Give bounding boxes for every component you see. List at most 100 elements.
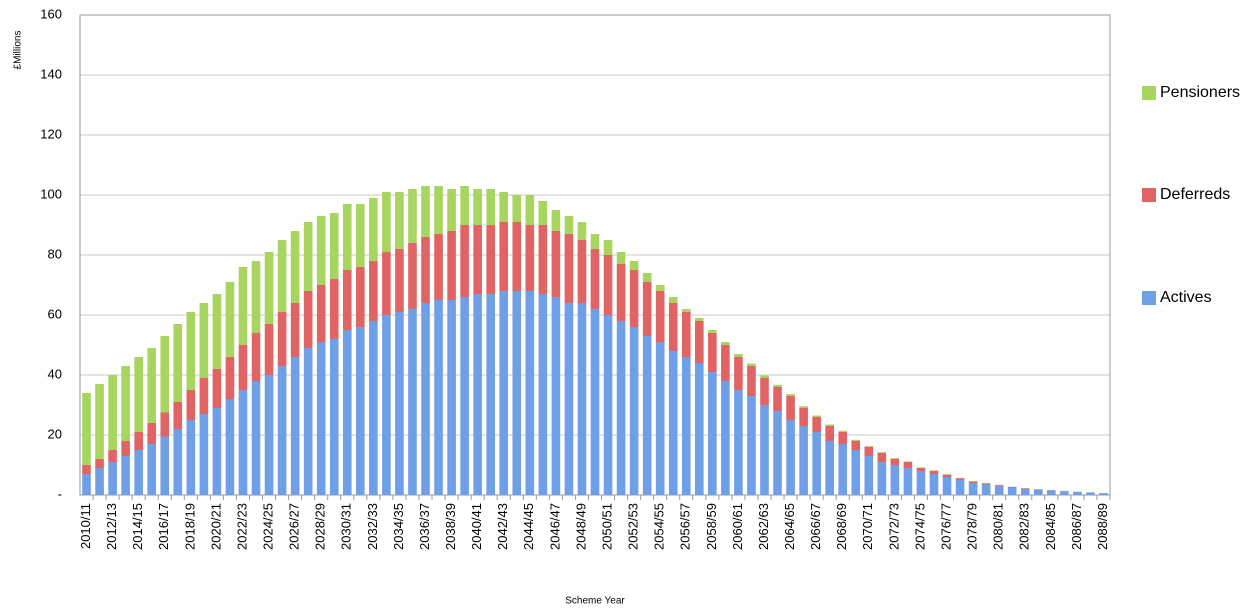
bar-segment: [82, 474, 91, 495]
x-tick-label: 2040/41: [469, 503, 484, 550]
bar-segment: [199, 303, 209, 378]
legend-swatch: [1142, 188, 1156, 202]
x-tick-label: 2080/81: [991, 503, 1006, 550]
bar-segment: [681, 312, 691, 357]
bar-segment: [486, 294, 495, 495]
bar-segment: [590, 234, 600, 249]
bar-segment: [916, 468, 926, 471]
bar-segment: [603, 255, 613, 315]
bar-segment: [681, 357, 691, 495]
bar-segment: [447, 231, 456, 300]
x-tick-label: 2024/25: [260, 503, 275, 550]
bar-segment: [251, 261, 261, 333]
bar-segment: [147, 348, 157, 423]
x-tick-label: 2086/87: [1069, 503, 1084, 550]
bar-segment: [695, 363, 704, 495]
x-tick-label: 2018/19: [182, 503, 197, 550]
bar-segment: [681, 309, 691, 312]
bar-segment: [760, 405, 769, 495]
bar-segment: [760, 375, 769, 378]
legend-label: Deferreds: [1160, 186, 1230, 203]
bar-segment: [1047, 490, 1056, 495]
bar-segment: [616, 321, 626, 495]
bar-segment: [760, 378, 769, 405]
bar-segment: [851, 439, 861, 441]
bar-segment: [773, 411, 782, 495]
bar-segment: [812, 417, 821, 432]
bar-segment: [825, 426, 834, 441]
x-tick-label: 2066/67: [808, 503, 823, 550]
bar-segment: [395, 249, 404, 312]
bar-segment: [668, 303, 678, 351]
legend-swatch: [1142, 86, 1156, 100]
bar-segment: [538, 201, 548, 225]
bar-segment: [655, 342, 665, 495]
bar-segment: [303, 222, 313, 291]
bar-segment: [812, 432, 821, 495]
y-tick-label: 160: [40, 6, 62, 21]
bar-segment: [121, 366, 130, 441]
bar-segment: [564, 234, 574, 303]
bar-segment: [929, 470, 939, 471]
bar-segment: [721, 342, 730, 345]
bar-segment: [734, 390, 743, 495]
bar-segment: [382, 192, 391, 252]
bar-segment: [342, 204, 352, 270]
bar-segment: [95, 384, 104, 459]
bar-segment: [108, 450, 117, 462]
bar-segment: [942, 477, 952, 495]
bar-segment: [538, 225, 548, 294]
bar-segment: [786, 420, 795, 495]
bar-segment: [356, 267, 365, 327]
bar-segment: [994, 486, 1004, 495]
bar-segment: [890, 459, 900, 465]
bar-segment: [486, 225, 495, 294]
bar-segment: [160, 412, 170, 437]
bar-segment: [564, 216, 574, 234]
bar-segment: [968, 481, 978, 483]
x-axis-label: Scheme Year: [565, 596, 625, 607]
y-tick-label: 60: [48, 306, 62, 321]
x-tick-label: 2048/49: [573, 503, 588, 550]
bar-segment: [786, 396, 795, 420]
bar-segment: [434, 186, 443, 234]
bar-segment: [408, 189, 417, 243]
bar-segment: [864, 456, 874, 495]
bar-segment: [303, 348, 313, 495]
bar-segment: [82, 393, 91, 465]
y-axis-label: £Millions: [13, 31, 24, 70]
bar-segment: [747, 363, 756, 366]
bar-segment: [186, 420, 196, 495]
bar-segment: [147, 444, 157, 495]
bar-segment: [277, 312, 287, 366]
x-tick-label: 2072/73: [886, 503, 901, 550]
bar-segment: [851, 450, 861, 495]
bar-segment: [525, 225, 535, 291]
bar-segment: [838, 430, 848, 432]
bar-segment: [551, 297, 561, 495]
x-tick-label: 2058/59: [704, 503, 719, 550]
x-tick-label: 2012/13: [104, 503, 119, 550]
bar-segment: [577, 303, 587, 495]
bar-segment: [173, 402, 183, 429]
bar-segment: [525, 291, 535, 495]
x-tick-label: 2062/63: [756, 503, 771, 550]
x-tick-label: 2044/45: [521, 503, 536, 550]
bar-segment: [708, 372, 717, 495]
bar-segment: [512, 195, 522, 222]
bar-segment: [551, 231, 561, 297]
x-tick-label: 2054/55: [652, 503, 667, 550]
x-tick-label: 2028/29: [313, 503, 328, 550]
bar-segment: [773, 384, 782, 387]
bar-segment: [225, 399, 235, 495]
x-tick-label: 2046/47: [547, 503, 562, 550]
bar-segment: [499, 192, 509, 222]
bar-segment: [968, 483, 978, 495]
bar-segment: [121, 441, 130, 456]
bar-segment: [95, 459, 104, 468]
x-tick-label: 2078/79: [965, 503, 980, 550]
bar-segment: [290, 357, 300, 495]
bar-segment: [277, 240, 287, 312]
bar-segment: [512, 222, 522, 291]
